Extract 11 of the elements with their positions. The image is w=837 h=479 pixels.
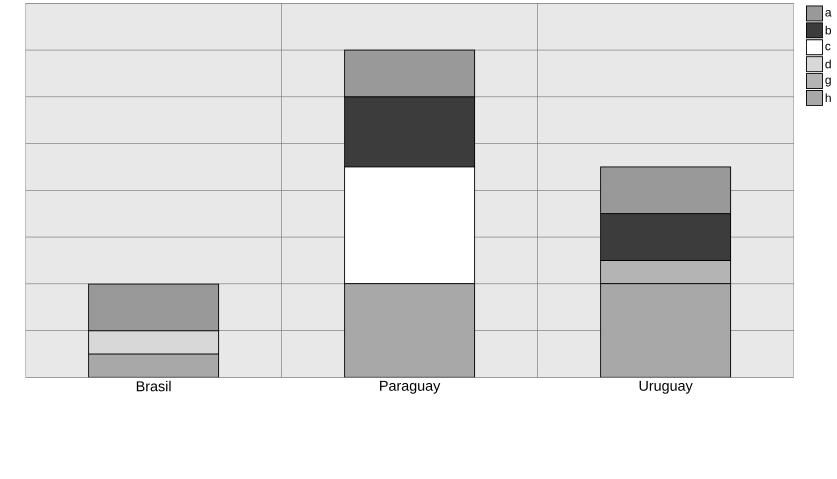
legend-label: g xyxy=(825,78,831,87)
x-tick-label: Brasil xyxy=(136,380,171,392)
legend-label: d xyxy=(825,60,831,68)
x-tick-label: Paraguay xyxy=(380,380,440,394)
legend-label: h xyxy=(826,93,831,102)
legend-label: a xyxy=(825,10,832,17)
legend-label: b xyxy=(826,26,832,35)
legend-label: c xyxy=(825,44,831,50)
x-tick-label: Uruguay xyxy=(640,380,693,394)
bar xyxy=(344,283,476,378)
bar xyxy=(88,354,220,378)
